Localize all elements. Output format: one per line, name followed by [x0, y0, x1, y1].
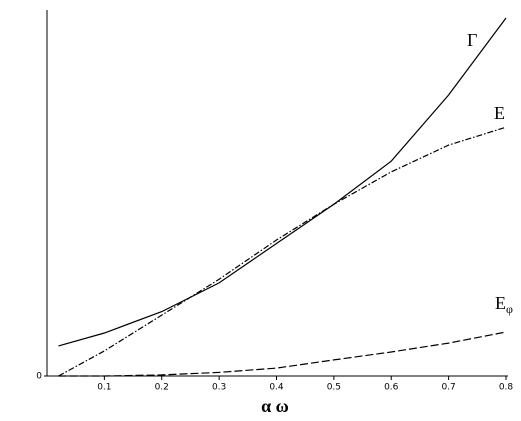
y-tick-label: 0 — [36, 372, 42, 382]
series-label: Γ — [467, 30, 477, 50]
x-axis-label: α ω — [261, 396, 289, 416]
series-label: E — [494, 103, 505, 123]
x-tick-label: 0.2 — [155, 383, 169, 393]
x-tick-label: 0.7 — [441, 383, 455, 393]
x-tick-label: 0.1 — [97, 383, 111, 393]
series-label: Eφ — [495, 293, 513, 316]
x-tick-label: 0.3 — [212, 383, 226, 393]
x-tick-label: 0.4 — [269, 383, 284, 393]
series-line — [58, 331, 507, 377]
x-tick-label: 0.8 — [499, 383, 514, 393]
series-line — [58, 17, 507, 347]
x-tick-label: 0.6 — [384, 383, 399, 393]
x-tick-label: 0.5 — [327, 383, 341, 393]
series-line — [58, 126, 507, 377]
